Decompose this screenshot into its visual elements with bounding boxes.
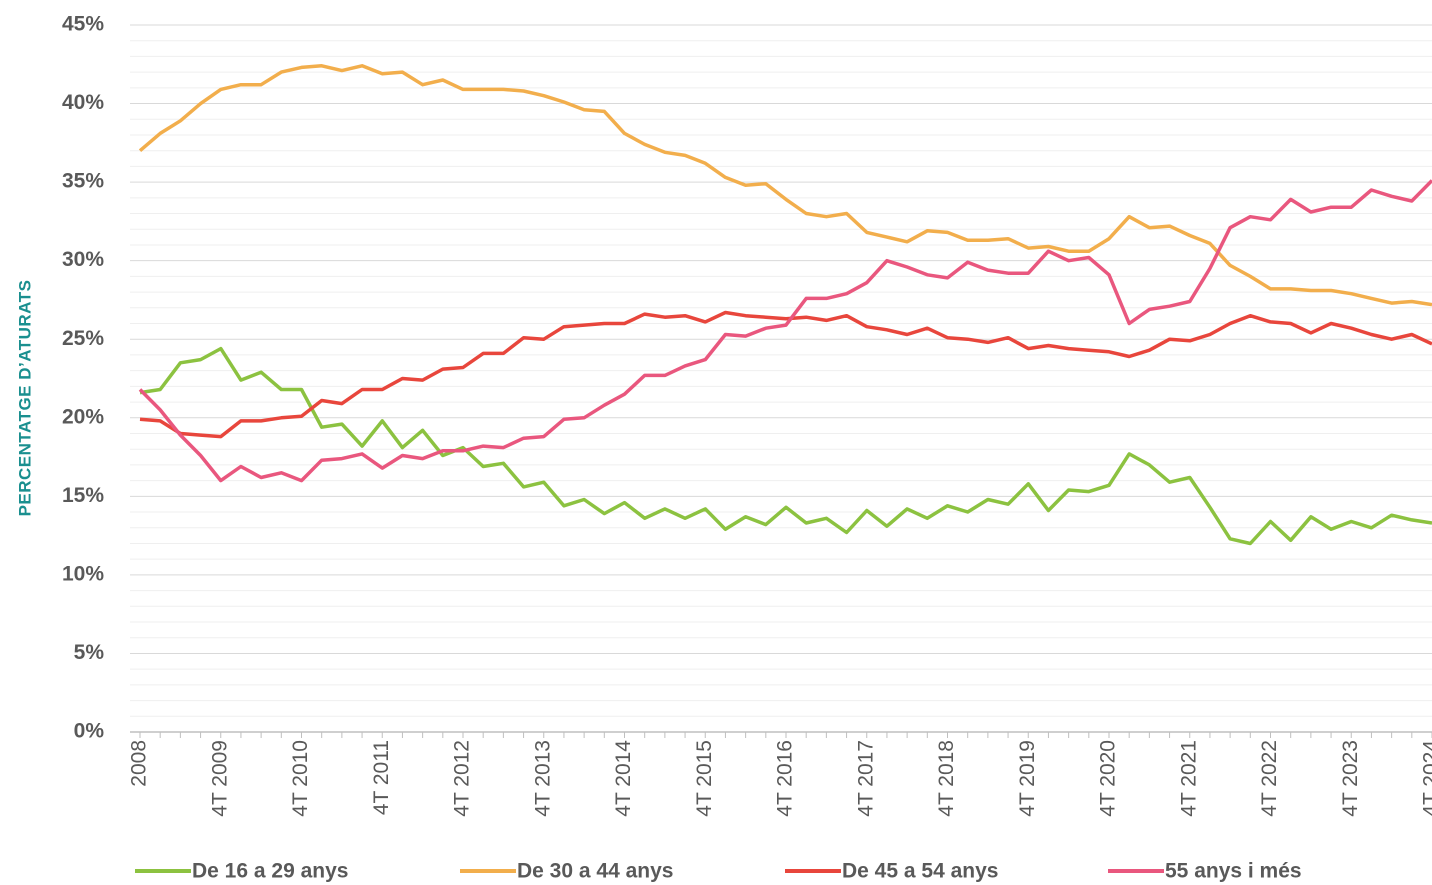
- legend-label: 55 anys i més: [1165, 860, 1302, 883]
- y-tick-label: 5%: [74, 641, 105, 664]
- legend-label: De 30 a 44 anys: [517, 860, 673, 883]
- x-tick-label: 4T 2020: [1097, 740, 1120, 817]
- x-tick-label: 4T 2018: [935, 740, 958, 817]
- x-tick-label: 2008: [128, 740, 151, 787]
- x-tick-label: 4T 2015: [693, 740, 716, 817]
- x-tick-label: 4T 2009: [208, 740, 231, 817]
- x-tick-label: 4T 2010: [289, 740, 312, 817]
- y-tick-label: 15%: [62, 484, 104, 507]
- y-axis-label: PERCENTATGE D’ATURATS: [15, 280, 34, 517]
- x-tick-label: 4T 2017: [854, 740, 877, 817]
- legend-label: De 45 a 54 anys: [842, 860, 998, 883]
- series-line: [139, 346, 1432, 546]
- x-tick-label: 4T 2022: [1258, 740, 1281, 817]
- x-tick-label: 4T 2011: [370, 740, 393, 815]
- series-line: [138, 179, 1432, 483]
- legend-label: De 16 a 29 anys: [192, 860, 348, 883]
- x-tick-label: 4T 2013: [531, 740, 554, 817]
- x-tick-label: 4T 2016: [774, 740, 797, 817]
- series-line: [138, 64, 1432, 307]
- y-tick-label: 20%: [62, 405, 104, 428]
- y-tick-label: 40%: [62, 91, 104, 114]
- y-tick-label: 25%: [62, 327, 104, 350]
- x-tick-label: 4T 2019: [1016, 740, 1039, 817]
- x-tick-label: 4T 2014: [612, 740, 635, 817]
- y-tick-label: 10%: [62, 562, 104, 585]
- y-tick-label: 30%: [62, 248, 104, 271]
- x-tick-label: 4T 2021: [1177, 740, 1200, 817]
- x-tick-label: 4T 2024: [1420, 740, 1432, 817]
- x-tick-label: 4T 2023: [1339, 740, 1362, 817]
- y-tick-label: 35%: [62, 170, 104, 193]
- y-tick-label: 45%: [62, 13, 104, 36]
- x-tick-label: 4T 2012: [451, 740, 474, 817]
- series-line: [139, 310, 1432, 439]
- y-tick-label: 0%: [74, 720, 105, 743]
